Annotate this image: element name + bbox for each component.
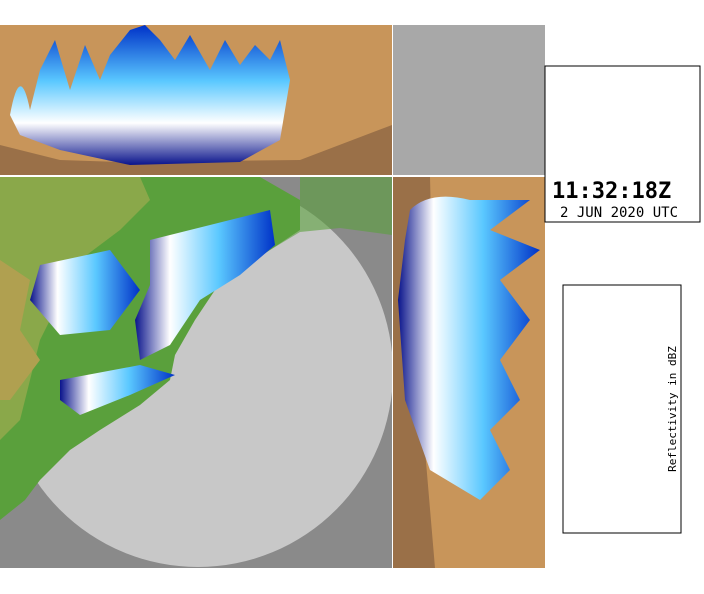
date: 2 JUN 2020 UTC — [560, 205, 678, 221]
side-panel — [393, 177, 545, 568]
top-panel — [0, 25, 392, 175]
legend-title: Reflectivity in dBZ — [666, 346, 679, 472]
legend: Reflectivity in dBZ — [562, 284, 682, 534]
info-box: 11:32:18Z 2 JUN 2020 UTC — [544, 65, 701, 223]
map-panel — [0, 177, 392, 568]
height-scale-panel — [393, 25, 545, 175]
time: 11:32:18Z — [552, 179, 671, 204]
